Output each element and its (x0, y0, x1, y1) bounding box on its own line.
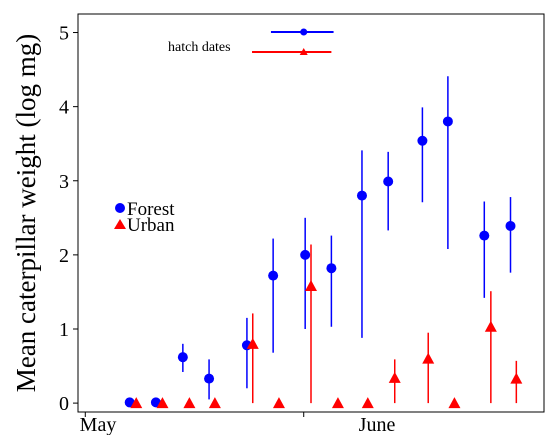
forest-point (383, 176, 394, 187)
hatch-dates (252, 28, 334, 55)
forest-point (326, 263, 337, 274)
y-tick-label: 2 (59, 245, 69, 267)
forest-point (442, 116, 453, 127)
urban-point (484, 320, 497, 332)
forest-point (300, 249, 311, 260)
forest-point (505, 220, 516, 231)
legend-urban-marker (114, 219, 126, 229)
forest-point (177, 352, 188, 363)
urban-point (156, 397, 169, 409)
hatch-mean-urban (299, 48, 308, 55)
forest-point (268, 270, 279, 281)
y-tick-label: 5 (59, 23, 69, 45)
y-tick-label: 3 (59, 171, 69, 193)
urban-point (510, 372, 523, 384)
y-tick-label: 4 (59, 97, 69, 119)
forest-point (479, 230, 490, 241)
y-axis: 0 1 2 3 4 5 (59, 23, 78, 415)
urban-point (422, 352, 435, 364)
legend: Forest Urban (114, 199, 175, 236)
urban-point (448, 397, 461, 409)
forest-point (356, 190, 367, 201)
x-tick-label-june: June (359, 414, 396, 435)
urban-point (361, 397, 374, 409)
data-series (124, 76, 523, 409)
y-tick-label: 1 (59, 319, 69, 341)
y-axis-label: Mean caterpillar weight (log mg) (11, 34, 41, 392)
urban-point (331, 397, 344, 409)
urban-point (305, 280, 317, 292)
plot-frame (77, 13, 545, 413)
urban-point (130, 397, 143, 409)
urban-point (183, 397, 196, 409)
forest-point (417, 135, 428, 146)
x-tick-label-may: May (80, 414, 117, 435)
legend-urban-label: Urban (127, 215, 175, 236)
legend-forest-marker (115, 203, 125, 213)
hatch-dates-label: hatch dates (168, 40, 231, 55)
legend-forest-label: Forest (127, 199, 175, 220)
x-axis (84, 412, 305, 417)
y-tick-label: 0 (59, 393, 69, 415)
forest-point (204, 373, 215, 384)
urban-point (272, 397, 285, 409)
urban-point (208, 397, 221, 409)
urban-point (246, 337, 259, 349)
hatch-mean-forest (300, 28, 308, 36)
urban-point (388, 371, 401, 383)
